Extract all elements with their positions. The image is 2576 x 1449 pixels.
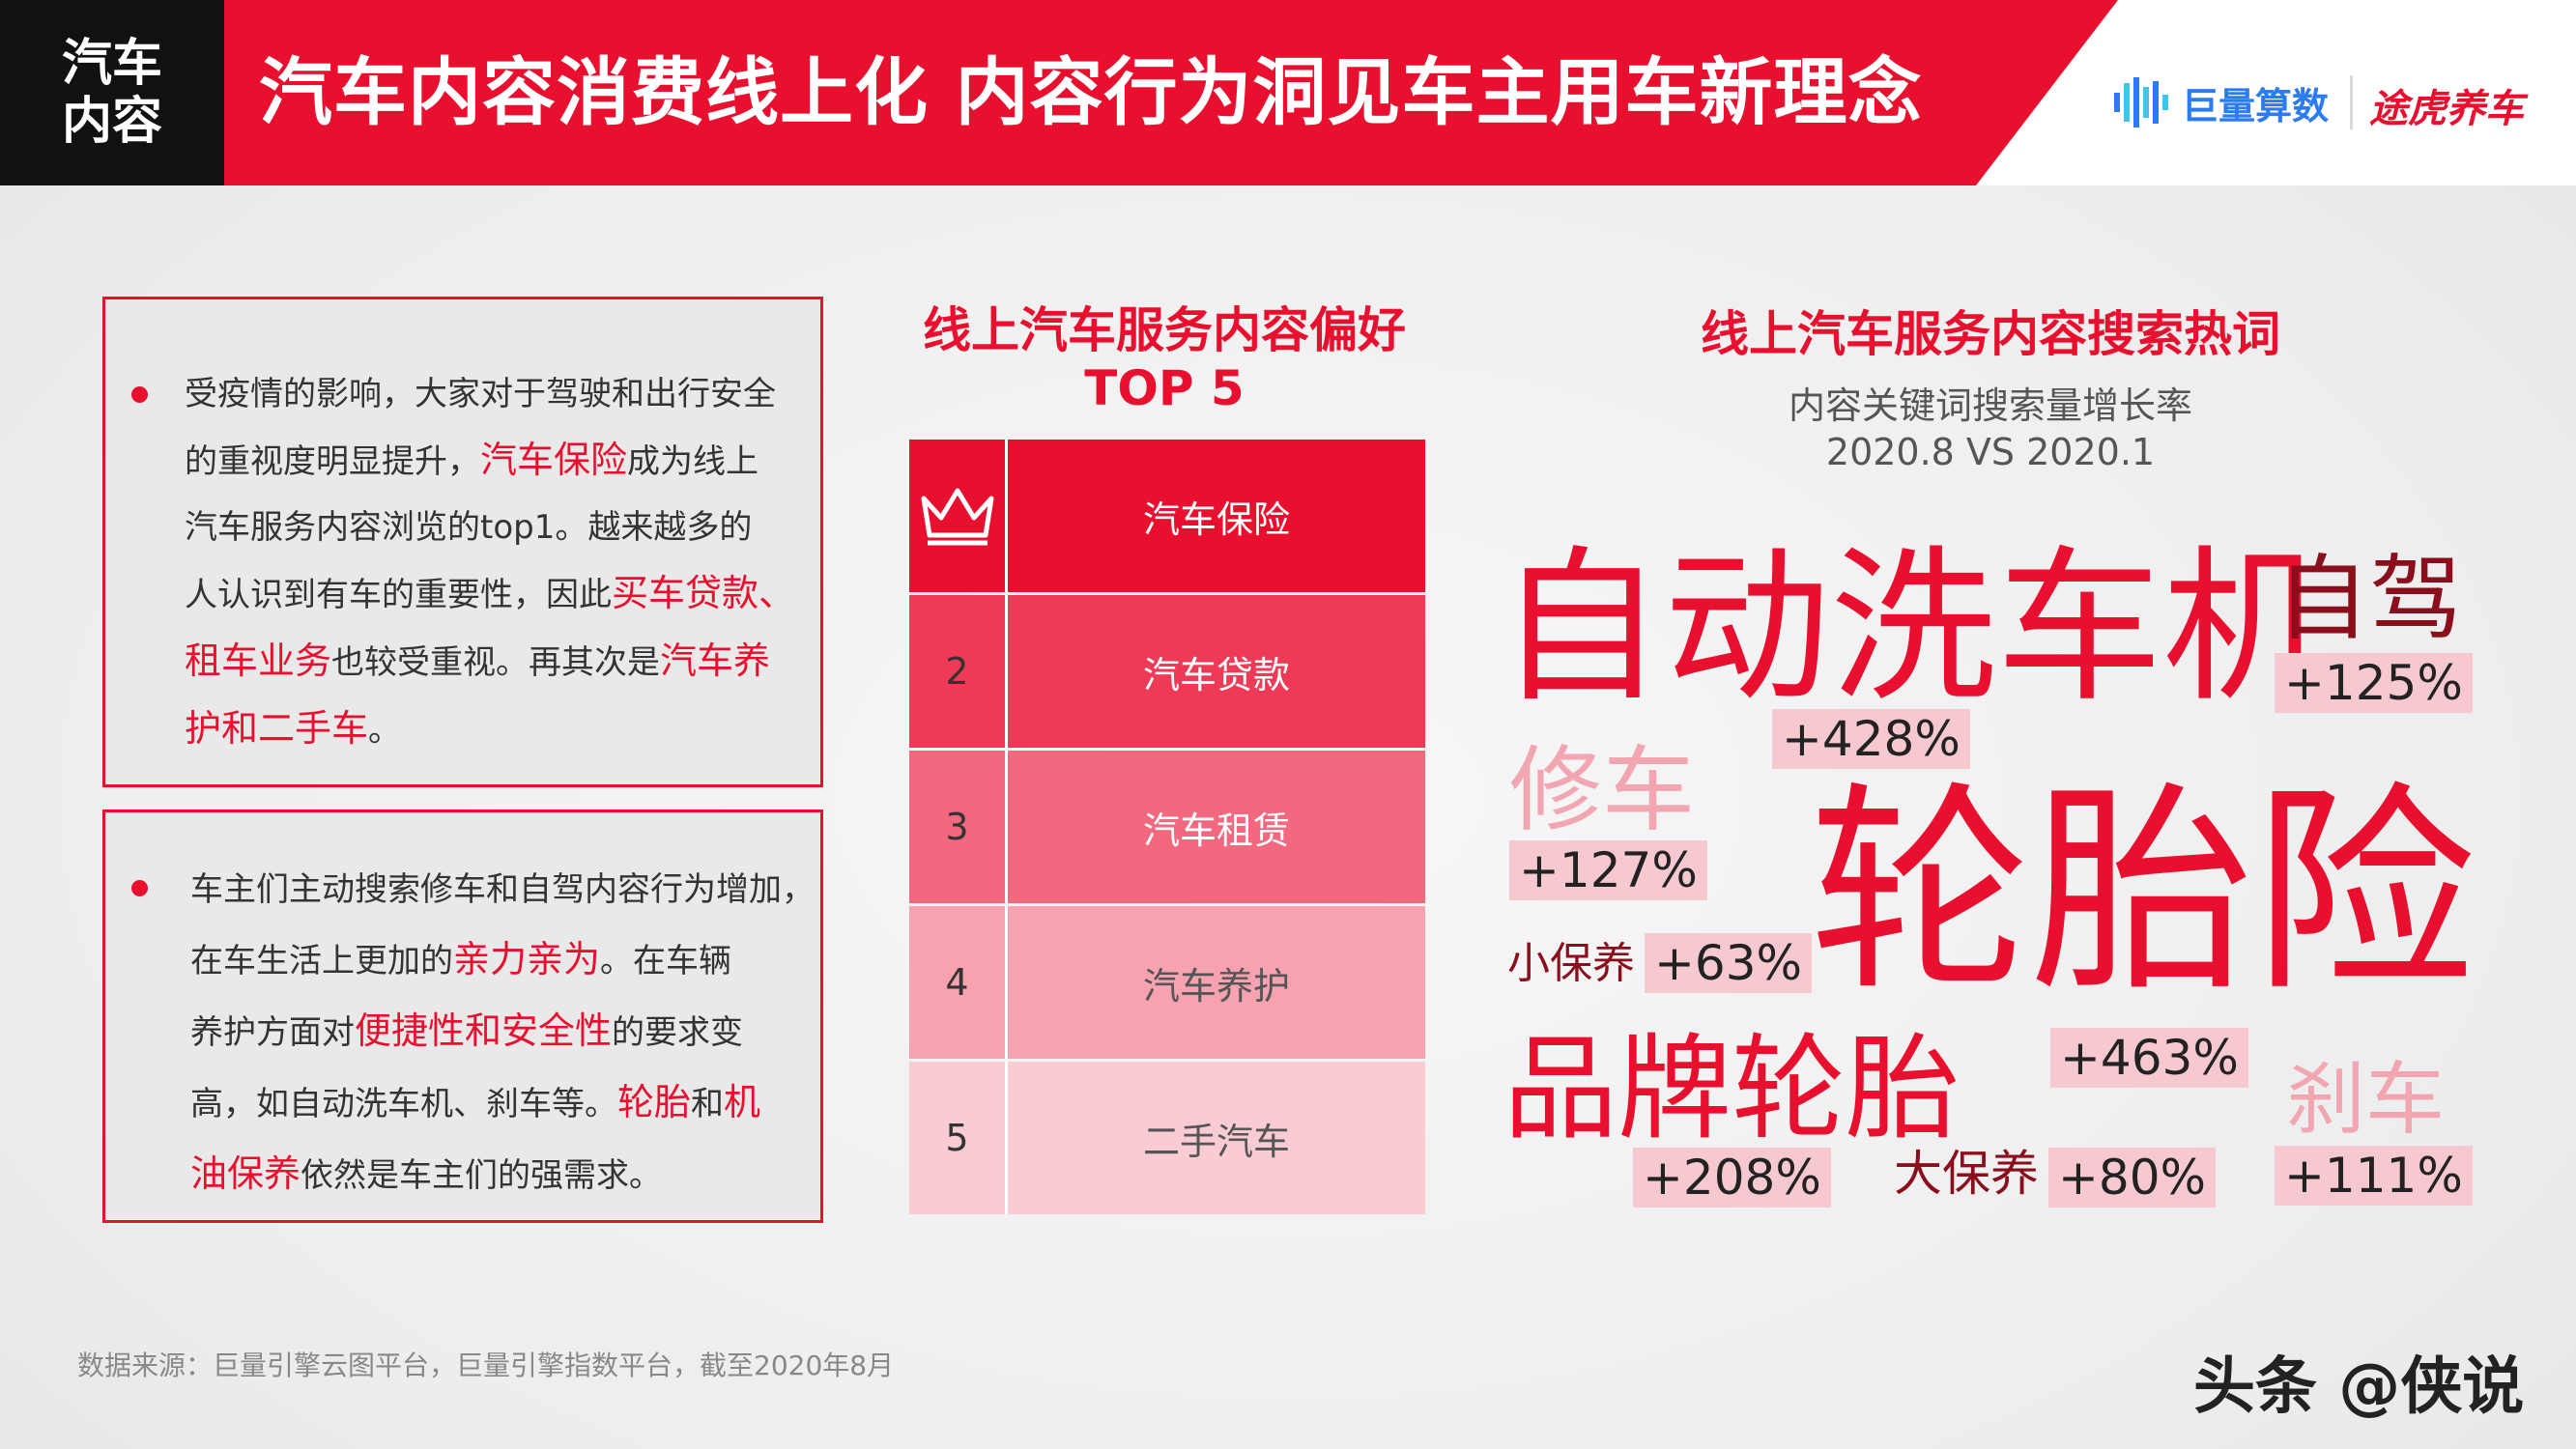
watermark: 头条 @侠说 [2193, 1351, 2525, 1423]
body-text: 依然是车主们的强需求。 [301, 1156, 663, 1195]
body-text: 的重视度明显提升， [185, 442, 480, 481]
text-line: 受疫情的影响，大家对于驾驶和出行安全 [185, 361, 813, 427]
growth-auto-car-wash: +428% [1772, 709, 1970, 769]
wordcloud-subtitle-line2: 2020.8 VS 2020.1 [1825, 431, 2156, 473]
growth-major-maintenance: +80% [2048, 1148, 2217, 1208]
ranking-row: 2 汽车贷款 [909, 595, 1425, 748]
ranking-title-line1: 线上汽车服务内容偏好 [923, 302, 1406, 358]
body-text: 汽车服务内容浏览的top1。越来越多的 [185, 508, 753, 547]
ranking-title-line2: TOP 5 [1084, 360, 1245, 416]
body-text: 。在车辆 [600, 942, 732, 980]
ranking-row: 3 汽车租赁 [909, 751, 1425, 903]
insight-text-2: 车主们主动搜索修车和自驾内容行为增加， 在车生活上更加的亲力亲为。在车辆 养护方面对… [190, 855, 818, 1210]
ranking-number: 2 [909, 595, 1008, 748]
ranking-row: 汽车保险 [909, 440, 1425, 592]
keyword-tire-insurance: 轮胎险 [1809, 764, 2476, 1022]
highlight-text: 汽车保险 [480, 439, 628, 481]
text-line: 护和二手车。 [185, 696, 813, 763]
crown-icon [921, 488, 993, 546]
highlight-text: 护和二手车 [185, 707, 369, 750]
bullet-icon [131, 880, 148, 896]
body-text: 的要求变 [612, 1013, 744, 1052]
highlight-text: 油保养 [190, 1152, 301, 1195]
text-line: 的重视度明显提升，汽车保险成为线上 [185, 427, 813, 495]
highlight-text: 亲力亲为 [453, 938, 601, 980]
growth-brake: +111% [2275, 1146, 2473, 1206]
bullet-icon [131, 386, 148, 403]
wordcloud-title: 线上汽车服务内容搜索热词 [1701, 306, 2280, 362]
ranking-item-name: 汽车养护 [1142, 964, 1290, 1008]
ranking-number: 3 [909, 751, 1008, 903]
insight-box-2: 车主们主动搜索修车和自驾内容行为增加， 在车生活上更加的亲力亲为。在车辆 养护方面对… [102, 810, 823, 1223]
highlight-text: 租车业务 [185, 639, 332, 682]
body-text: 也较受重视。再其次是 [331, 643, 661, 682]
ranking-number [909, 440, 1008, 592]
section-tag-label: 汽车内容 [61, 35, 162, 151]
body-text: 受疫情的影响，大家对于驾驶和出行安全 [185, 375, 776, 413]
text-line: 养护方面对便捷性和安全性的要求变 [190, 996, 818, 1067]
logo-tuhu: 途虎养车 [2369, 87, 2524, 131]
insight-box-1: 受疫情的影响，大家对于驾驶和出行安全 的重视度明显提升，汽车保险成为线上 汽车服务内… [102, 297, 823, 787]
ranking-number: 4 [909, 906, 1008, 1059]
text-line: 油保养依然是车主们的强需求。 [190, 1139, 818, 1210]
ranking-number: 5 [909, 1062, 1008, 1214]
keyword-brake: 刹车 [2286, 1054, 2446, 1146]
growth-minor-maintenance: +63% [1645, 933, 1813, 993]
ranking-item-name: 二手汽车 [1142, 1120, 1290, 1163]
growth-brand-tire: +208% [1633, 1148, 1831, 1208]
body-text: 在车生活上更加的 [190, 942, 453, 980]
logo-divider [2350, 75, 2353, 129]
ranking-row: 4 汽车养护 [909, 906, 1425, 1059]
insight-text-1: 受疫情的影响，大家对于驾驶和出行安全 的重视度明显提升，汽车保险成为线上 汽车服务内… [185, 361, 813, 763]
ranking-item-name: 汽车保险 [1142, 497, 1290, 541]
keyword-minor-maintenance: 小保养 [1507, 939, 1635, 988]
keyword-car-repair: 修车 [1509, 736, 1695, 844]
header-red-band [0, 0, 2118, 185]
highlight-text: 汽车养 [660, 639, 771, 682]
highlight-text: 买车贷款、 [612, 572, 796, 614]
keyword-self-drive: 自驾 [2276, 545, 2462, 653]
ranking-row: 5 二手汽车 [909, 1062, 1425, 1214]
text-line: 高，如自动洗车机、刹车等。轮胎和机 [190, 1067, 818, 1139]
body-text: 成为线上 [627, 442, 759, 481]
body-text: 养护方面对 [190, 1013, 355, 1052]
body-text: 人认识到有车的重要性，因此 [185, 576, 612, 614]
body-text: 。 [368, 711, 402, 750]
body-text: 高，如自动洗车机、刹车等。 [190, 1085, 617, 1123]
growth-car-repair: +127% [1509, 840, 1707, 900]
keyword-brand-tire: 品牌轮胎 [1503, 1022, 1961, 1155]
keyword-auto-car-wash: 自动洗车机 [1498, 530, 2329, 724]
ranking-item-name: 汽车租赁 [1142, 809, 1290, 852]
highlight-text: 机 [724, 1081, 761, 1123]
body-text: 车主们主动搜索修车和自驾内容行为增加， [190, 870, 815, 909]
bars-logo-icon [2114, 77, 2168, 128]
section-tag: 汽车内容 [0, 0, 224, 185]
text-line: 租车业务也较受重视。再其次是汽车养 [185, 628, 813, 696]
keyword-major-maintenance: 大保养 [1894, 1146, 2039, 1202]
highlight-text: 便捷性和安全性 [355, 1009, 613, 1052]
text-line: 汽车服务内容浏览的top1。越来越多的 [185, 495, 813, 560]
page-title: 汽车内容消费线上化 内容行为洞见车主用车新理念 [259, 49, 1923, 135]
logo-juliang-text: 巨量算数 [2182, 84, 2330, 128]
wordcloud-subtitle-line1: 内容关键词搜索量增长率 [1788, 384, 2192, 427]
highlight-text: 轮胎 [617, 1081, 692, 1123]
growth-self-drive: +125% [2275, 653, 2473, 713]
ranking-item-name: 汽车贷款 [1142, 653, 1290, 696]
body-text: 和 [691, 1085, 725, 1123]
data-source-note: 数据来源：巨量引擎云图平台，巨量引擎指数平台，截至2020年8月 [77, 1350, 895, 1381]
growth-tire-insurance: +463% [2050, 1028, 2248, 1088]
text-line: 在车生活上更加的亲力亲为。在车辆 [190, 924, 818, 996]
wordcloud-subtitle: 内容关键词搜索量增长率 2020.8 VS 2020.1 [1643, 383, 2338, 475]
logo-juliang: 巨量算数 [2112, 73, 2329, 131]
ranking-title: 线上汽车服务内容偏好 TOP 5 [899, 301, 1430, 417]
text-line: 人认识到有车的重要性，因此买车贷款、 [185, 560, 813, 628]
text-line: 车主们主动搜索修车和自驾内容行为增加， [190, 855, 818, 924]
